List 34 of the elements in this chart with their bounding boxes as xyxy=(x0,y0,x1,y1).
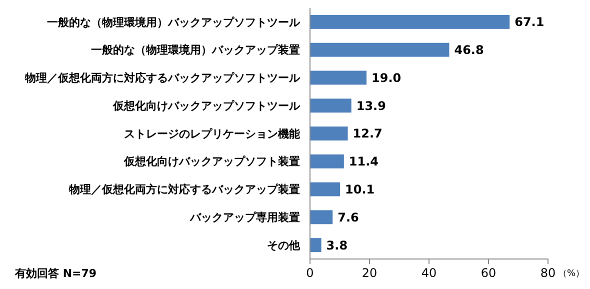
x-tick-label: 0 xyxy=(306,266,314,280)
y-tick-label: ストレージのレプリケーション機能 xyxy=(124,127,301,140)
y-tick-label: 物理／仮想化両方に対応するバックアップ装置 xyxy=(68,183,300,196)
y-tick-label: 仮想化向けバックアップソフト装置 xyxy=(123,155,300,168)
bar xyxy=(310,42,450,57)
x-tick-label: 40 xyxy=(421,266,437,280)
bar xyxy=(310,238,322,252)
y-tick-label: 物理／仮想化両方に対応するバックアップソフトツール xyxy=(24,72,301,85)
data-label: 11.4 xyxy=(348,154,379,169)
x-tick-label: 60 xyxy=(480,266,496,280)
data-label: 67.1 xyxy=(514,15,544,30)
y-tick-label: 一般的な（物理環境用）バックアップ装置 xyxy=(91,44,300,57)
y-tick-label: その他 xyxy=(267,238,301,252)
data-label: 10.1 xyxy=(345,182,375,196)
y-tick-label: 一般的な（物理環境用）バックアップソフトツール xyxy=(47,16,301,29)
data-label: 7.6 xyxy=(338,210,359,224)
text: 有効回答 N=79 xyxy=(14,267,97,280)
data-label: 12.7 xyxy=(352,126,382,141)
bar xyxy=(310,14,510,29)
bar xyxy=(310,98,352,113)
data-label: 13.9 xyxy=(356,98,386,113)
data-label: 3.8 xyxy=(326,238,348,252)
bar xyxy=(310,210,333,224)
x-axis-title: （%） xyxy=(558,269,585,279)
bar xyxy=(310,154,344,168)
bar xyxy=(310,126,348,140)
y-tick-label: 仮想化向けバックアップソフトツール xyxy=(112,99,301,112)
y-tick-label: バックアップ専用装置 xyxy=(189,211,300,224)
bar xyxy=(310,182,340,196)
bar xyxy=(310,70,367,85)
data-label: 46.8 xyxy=(454,43,484,58)
data-label: 19.0 xyxy=(372,70,402,85)
x-tick-label: 20 xyxy=(362,266,378,280)
x-tick-label: 80 xyxy=(540,266,556,280)
